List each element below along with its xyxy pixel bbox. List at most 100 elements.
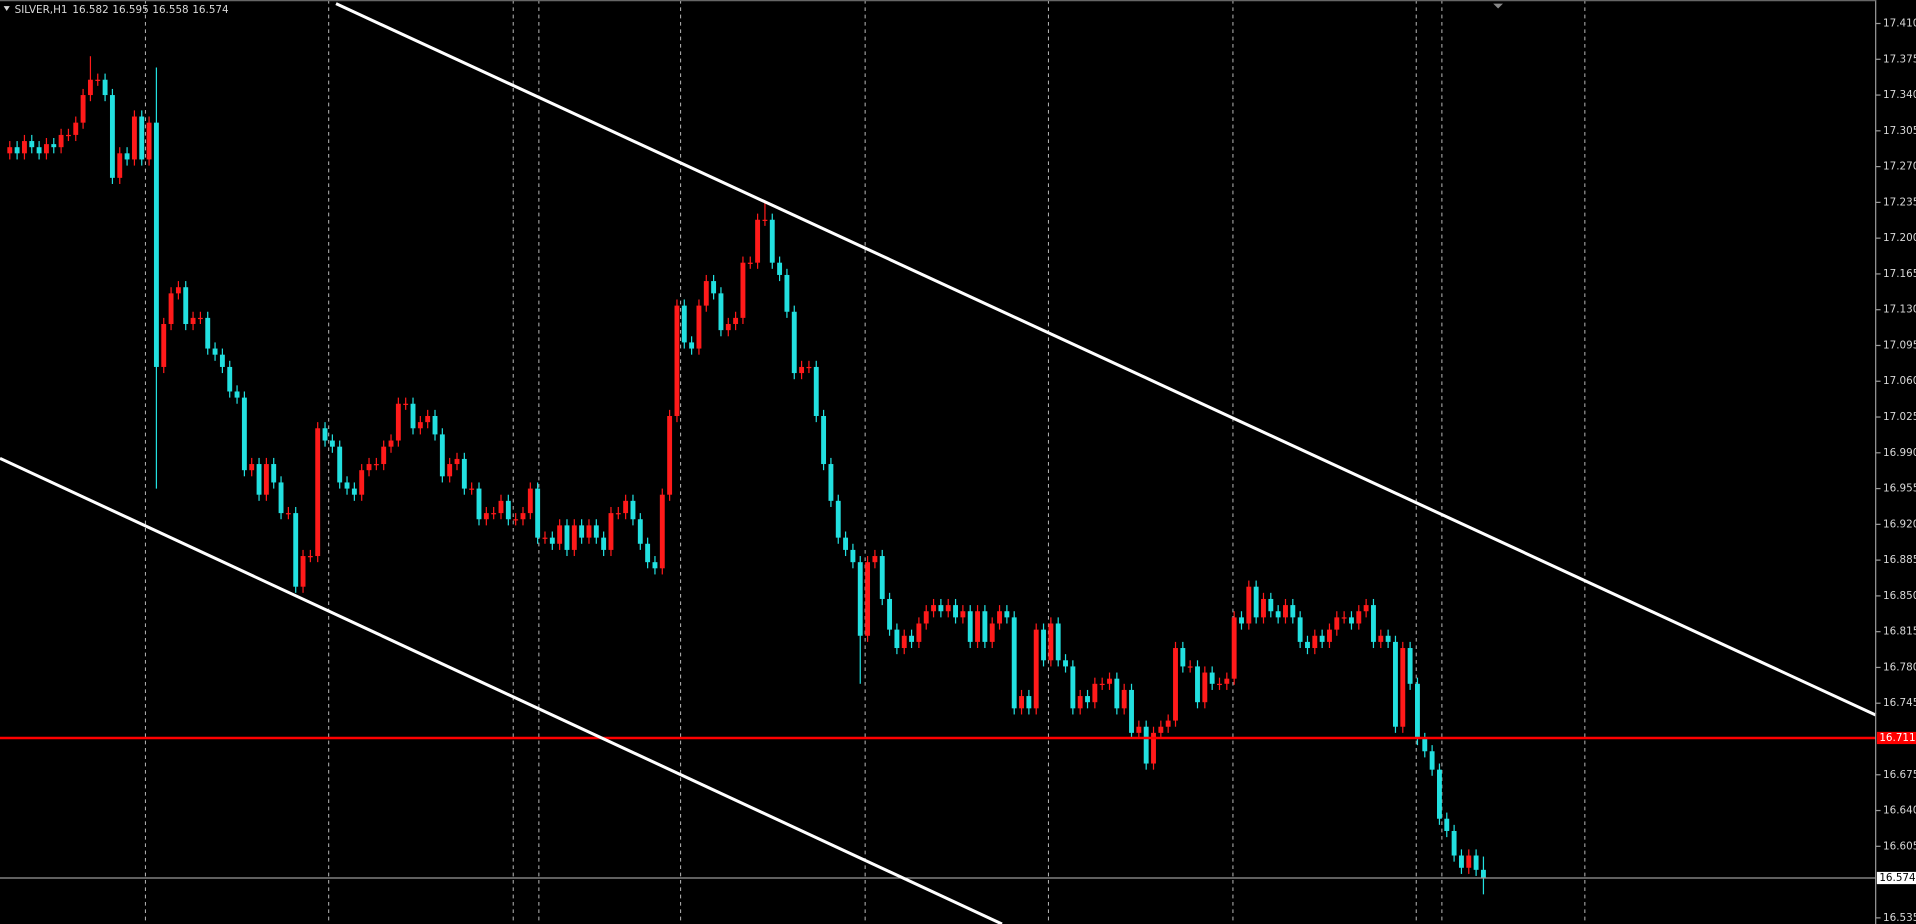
candle-body: [73, 122, 79, 135]
candle-body: [520, 513, 526, 520]
candle-body: [403, 403, 409, 405]
candle-body: [461, 458, 467, 489]
candle-body: [769, 219, 775, 263]
y-tick-label: 17.060: [1883, 375, 1916, 387]
candle-body: [351, 488, 357, 495]
candle-body: [1151, 732, 1156, 764]
candle-body: [102, 79, 108, 96]
candle-body: [1400, 648, 1406, 727]
candle-body: [850, 549, 856, 563]
candle-body: [916, 623, 922, 642]
candle-body: [58, 134, 64, 148]
candle-body: [1209, 672, 1215, 684]
candle-body: [1055, 623, 1061, 661]
y-tick-label: 17.410: [1883, 18, 1916, 30]
candle-body: [249, 464, 255, 471]
y-tick-label: 17.235: [1883, 196, 1916, 208]
candle-body: [1202, 672, 1208, 703]
candle-body: [344, 482, 350, 489]
last-open: 16.582: [72, 4, 108, 16]
candle-body: [14, 147, 20, 154]
candle-body: [733, 317, 739, 325]
candle-body: [432, 416, 438, 435]
candle-body: [271, 464, 277, 483]
candle-body: [593, 525, 599, 538]
candle-body: [1129, 689, 1134, 733]
last-high: 16.595: [112, 4, 148, 16]
y-tick-label: 16.920: [1883, 518, 1916, 530]
candle-body: [1048, 623, 1054, 661]
candle-body: [696, 305, 702, 349]
candle-body: [205, 317, 211, 349]
candle-body: [285, 513, 291, 515]
candle-body: [1224, 678, 1230, 684]
candle-body: [161, 324, 167, 367]
y-tick-label: 16.850: [1883, 590, 1916, 602]
candle-body: [395, 403, 401, 441]
candle-body: [865, 562, 871, 636]
candle-body: [806, 366, 812, 369]
candle-body: [1136, 726, 1142, 733]
candle-body: [718, 293, 724, 331]
candle-body: [1231, 617, 1237, 679]
candle-body: [975, 611, 980, 642]
y-tick-label: 17.130: [1883, 304, 1916, 316]
candle-body: [1480, 869, 1486, 879]
candle-body: [960, 611, 966, 618]
candle-body: [117, 153, 123, 178]
candle-body: [7, 147, 13, 154]
candle-body: [146, 122, 152, 160]
candle-body: [542, 537, 548, 539]
candle-body: [549, 537, 555, 544]
candle-body: [659, 494, 665, 569]
y-tick-label: 17.305: [1883, 125, 1916, 137]
candle-body: [725, 324, 731, 331]
candle-body: [175, 287, 181, 294]
y-tick-label: 16.990: [1883, 447, 1916, 459]
candle-body: [681, 305, 687, 343]
candle-body: [373, 464, 379, 466]
candle-body: [1451, 830, 1457, 856]
candle-body: [777, 262, 783, 275]
candle-body: [241, 397, 247, 471]
candle-body: [857, 562, 863, 636]
candle-body: [652, 562, 658, 569]
candle-body: [293, 513, 299, 587]
candle-body: [80, 95, 86, 123]
candle-body: [953, 605, 958, 618]
candle-body: [1180, 648, 1186, 667]
candle-body: [740, 262, 746, 318]
candle-body: [1114, 678, 1120, 709]
candle-body: [894, 629, 900, 649]
candle-body: [1253, 586, 1259, 618]
trend-line: [0, 456, 1003, 924]
candle-body: [1173, 648, 1178, 721]
menu-arrow: [3, 6, 10, 11]
candle-body: [1195, 666, 1200, 703]
y-tick-label: 16.885: [1883, 554, 1916, 566]
candle-body: [1085, 696, 1090, 703]
candle-body: [1407, 648, 1413, 684]
candle-body: [887, 598, 893, 630]
candle-body: [1429, 751, 1435, 770]
candle-body: [879, 556, 885, 599]
candle-body: [212, 348, 218, 355]
candle-body: [623, 500, 629, 514]
candle-body: [901, 635, 907, 649]
candle-body: [234, 391, 240, 398]
candle-body: [1217, 683, 1222, 686]
candle-body: [828, 464, 834, 501]
candle-body: [219, 354, 225, 367]
candle-body: [1070, 666, 1076, 709]
candle-body: [1268, 598, 1274, 612]
candle-body: [183, 287, 189, 325]
y-tick-label: 16.640: [1883, 805, 1916, 817]
candle-body: [190, 317, 196, 325]
y-tick-label: 17.375: [1883, 53, 1916, 65]
candle-body: [615, 513, 621, 515]
candle-body: [1393, 641, 1398, 727]
price-axis: 17.410 17.375 17.340 17.305 17.270 17.235 17.2…: [1875, 18, 1916, 924]
candle-body: [608, 513, 614, 550]
candle-body: [1349, 617, 1354, 624]
